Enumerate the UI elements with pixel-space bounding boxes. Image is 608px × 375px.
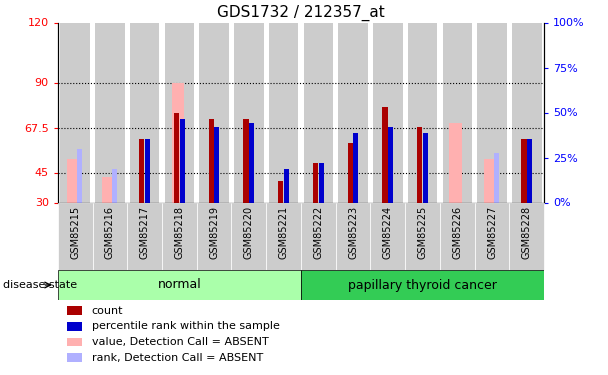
Bar xyxy=(214,126,219,202)
Bar xyxy=(301,270,544,300)
Bar xyxy=(269,22,299,202)
Bar xyxy=(266,202,301,270)
Bar xyxy=(58,270,301,300)
Text: GSM85223: GSM85223 xyxy=(348,206,358,259)
Bar xyxy=(112,168,117,202)
Bar xyxy=(373,22,402,202)
Text: GSM85228: GSM85228 xyxy=(522,206,532,259)
Bar xyxy=(67,338,82,346)
Bar xyxy=(179,118,185,202)
Bar xyxy=(370,202,405,270)
Bar xyxy=(443,22,472,202)
Bar xyxy=(449,123,461,202)
Bar xyxy=(145,138,150,202)
Text: rank, Detection Call = ABSENT: rank, Detection Call = ABSENT xyxy=(92,353,263,363)
Bar xyxy=(199,22,229,202)
Bar xyxy=(234,22,264,202)
Bar xyxy=(92,202,127,270)
Text: GSM85222: GSM85222 xyxy=(313,206,323,259)
Bar xyxy=(477,22,507,202)
Bar xyxy=(278,180,283,203)
Bar xyxy=(522,138,527,202)
Bar xyxy=(60,22,90,202)
Bar xyxy=(139,138,145,202)
Bar xyxy=(301,202,336,270)
Bar xyxy=(348,142,353,202)
Text: value, Detection Call = ABSENT: value, Detection Call = ABSENT xyxy=(92,337,269,347)
Text: GSM85227: GSM85227 xyxy=(487,206,497,259)
Text: percentile rank within the sample: percentile rank within the sample xyxy=(92,321,280,332)
Text: GSM85224: GSM85224 xyxy=(383,206,393,259)
Bar xyxy=(527,138,532,202)
Text: GSM85217: GSM85217 xyxy=(140,206,150,259)
Bar xyxy=(313,162,318,202)
Text: papillary thyroid cancer: papillary thyroid cancer xyxy=(348,279,497,291)
Bar xyxy=(303,22,333,202)
Bar xyxy=(130,22,159,202)
Bar xyxy=(232,202,266,270)
Text: GSM85218: GSM85218 xyxy=(174,206,184,259)
Bar xyxy=(243,118,249,202)
Bar xyxy=(336,202,370,270)
Bar xyxy=(319,162,323,202)
Bar xyxy=(174,112,179,202)
Bar xyxy=(484,159,496,203)
Bar xyxy=(417,126,423,202)
Bar xyxy=(127,202,162,270)
Bar xyxy=(77,148,82,202)
Text: count: count xyxy=(92,306,123,316)
Text: GSM85226: GSM85226 xyxy=(452,206,462,259)
Bar xyxy=(165,22,194,202)
Title: GDS1732 / 212357_at: GDS1732 / 212357_at xyxy=(217,5,385,21)
Bar xyxy=(423,132,428,202)
Bar xyxy=(67,306,82,315)
Text: GSM85221: GSM85221 xyxy=(278,206,289,259)
Bar xyxy=(338,22,368,202)
Bar xyxy=(95,22,125,202)
Bar xyxy=(388,126,393,202)
Bar xyxy=(382,106,388,202)
Text: GSM85215: GSM85215 xyxy=(70,206,80,259)
Bar xyxy=(58,202,92,270)
Bar xyxy=(249,123,254,202)
Bar xyxy=(510,202,544,270)
Bar xyxy=(197,202,232,270)
Bar xyxy=(102,177,114,203)
Text: GSM85219: GSM85219 xyxy=(209,206,219,259)
Bar xyxy=(353,132,359,202)
Bar xyxy=(67,322,82,331)
Text: disease state: disease state xyxy=(3,280,77,290)
Bar xyxy=(512,22,542,202)
Bar xyxy=(475,202,510,270)
Bar xyxy=(440,202,475,270)
Bar xyxy=(209,118,214,202)
Bar xyxy=(408,22,437,202)
Text: normal: normal xyxy=(157,279,201,291)
Bar xyxy=(67,353,82,362)
Text: GSM85225: GSM85225 xyxy=(418,206,427,259)
Bar xyxy=(162,202,197,270)
Bar xyxy=(67,159,80,203)
Bar xyxy=(405,202,440,270)
Bar xyxy=(284,168,289,202)
Text: GSM85216: GSM85216 xyxy=(105,206,115,259)
Bar xyxy=(494,153,499,203)
Text: GSM85220: GSM85220 xyxy=(244,206,254,259)
Bar xyxy=(171,82,184,203)
